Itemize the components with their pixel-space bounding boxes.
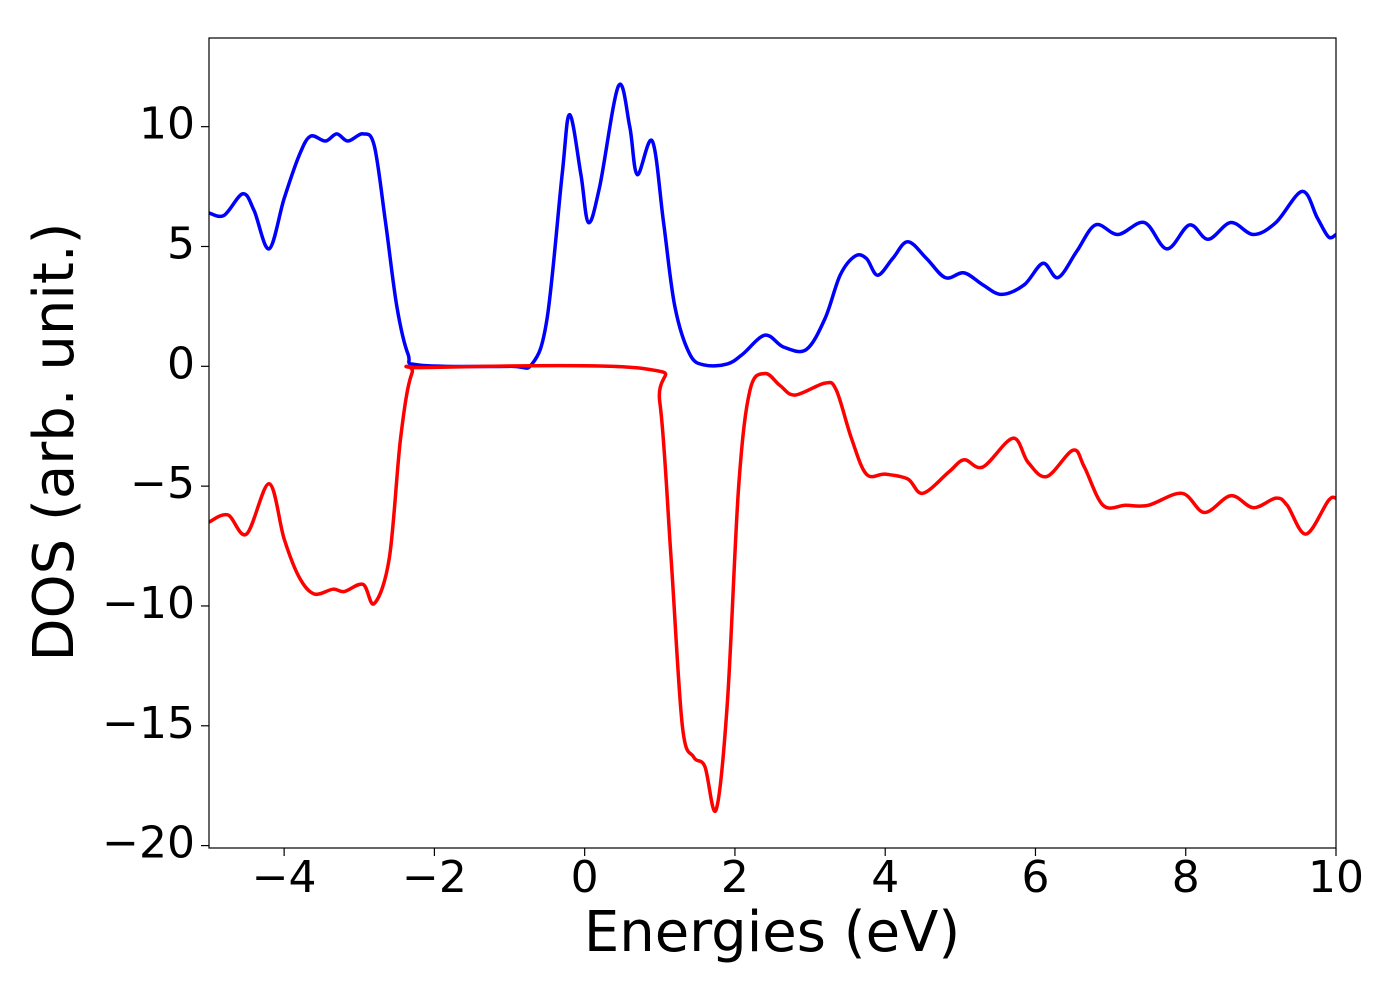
plot-area [209,82,1336,814]
x-axis-label: Energies (eV) [584,900,960,965]
dos-line [209,363,1336,814]
y-tick-label: −20 [102,818,195,869]
x-tick-label: 0 [571,852,599,903]
x-tick-label: 10 [1308,852,1364,903]
y-tick-label: −15 [102,698,195,749]
x-tick-label: −4 [252,852,317,903]
dos-line [209,82,1336,370]
x-tick-label: 4 [871,852,899,903]
x-tick-label: −2 [402,852,467,903]
y-tick-label: 0 [167,338,195,389]
y-tick-label: 5 [167,218,195,269]
x-tick-label: 6 [1021,852,1049,903]
x-tick-label: 8 [1172,852,1200,903]
y-tick-label: −10 [102,578,195,629]
y-tick-label: −5 [130,458,195,509]
y-tick-label: 10 [139,99,195,150]
y-axis-label: DOS (arb. unit.) [22,222,87,661]
plot-frame [208,37,1337,849]
x-tick-label: 2 [721,852,749,903]
